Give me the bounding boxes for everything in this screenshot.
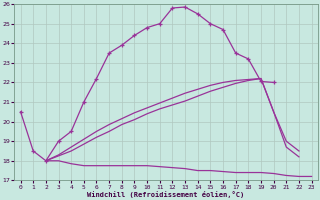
X-axis label: Windchill (Refroidissement éolien,°C): Windchill (Refroidissement éolien,°C) [87,191,245,198]
